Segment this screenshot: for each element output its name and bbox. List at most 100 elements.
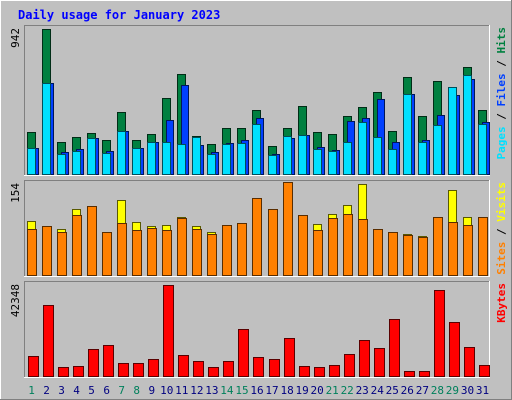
x-tick-label-day-11: 11 — [175, 384, 188, 397]
x-tick-label-day-13: 13 — [205, 384, 218, 397]
panel-bottom-side-legend: KBytes — [495, 283, 508, 323]
x-tick-label-day-21: 21 — [326, 384, 339, 397]
bar-sites-day-27 — [418, 237, 428, 276]
bar-sites-day-15 — [237, 223, 247, 276]
bar-pages-day-1 — [27, 148, 36, 175]
bar-pages-day-6 — [102, 153, 111, 175]
panel-bottom-ymax-label: 42348 — [9, 284, 22, 317]
x-tick-label-day-12: 12 — [190, 384, 203, 397]
bar-sites-day-26 — [403, 235, 413, 276]
bar-sites-day-29 — [448, 222, 458, 276]
panel-top: 942 Pages / Files / Hits — [9, 25, 508, 176]
bar-kbytes-day-5 — [88, 349, 99, 377]
bar-sites-day-5 — [87, 206, 97, 276]
bar-pages-day-24 — [373, 137, 382, 175]
bar-kbytes-day-21 — [329, 365, 340, 377]
bar-sites-day-11 — [177, 218, 187, 276]
legend-hits: Hits — [495, 27, 508, 54]
bar-sites-day-13 — [207, 234, 217, 276]
bar-kbytes-day-7 — [118, 363, 129, 377]
bar-sites-day-21 — [328, 218, 338, 276]
bar-pages-day-27 — [418, 142, 427, 175]
bar-pages-day-12 — [192, 137, 201, 175]
x-tick-label-day-24: 24 — [371, 384, 385, 397]
bar-sites-day-4 — [72, 215, 82, 276]
chart-panels: 942 Pages / Files / Hits 154 Sites / Visits… — [9, 25, 508, 378]
x-tick-label-day-2: 2 — [43, 384, 50, 397]
bar-pages-day-5 — [87, 138, 96, 175]
bar-pages-day-2 — [42, 83, 51, 175]
bar-pages-day-7 — [117, 131, 126, 175]
x-tick-label-day-31: 31 — [476, 384, 489, 397]
x-tick-label-day-29: 29 — [446, 384, 459, 397]
legend-sites: Sites — [495, 242, 508, 275]
legend-separator: / — [495, 54, 508, 74]
bar-sites-day-25 — [388, 232, 398, 276]
bar-sites-day-18 — [283, 182, 293, 276]
bar-pages-day-18 — [283, 136, 292, 175]
bar-kbytes-day-18 — [284, 338, 295, 377]
panel-bottom: 42348 KBytes — [9, 281, 508, 378]
bar-kbytes-day-26 — [404, 371, 415, 377]
bar-kbytes-day-16 — [253, 357, 264, 377]
series-pages — [27, 75, 487, 175]
bar-sites-day-10 — [162, 230, 172, 276]
x-tick-label-day-14: 14 — [220, 384, 234, 397]
bar-pages-day-3 — [57, 154, 66, 175]
bar-kbytes-day-20 — [314, 367, 325, 377]
panel-top-ymax-label: 942 — [9, 28, 22, 48]
x-tick-label-day-30: 30 — [461, 384, 474, 397]
bar-pages-day-29 — [448, 87, 457, 175]
legend-pages: Pages — [495, 126, 508, 159]
panel-middle: 154 Sites / Visits — [9, 180, 508, 277]
x-tick-label-day-19: 19 — [295, 384, 308, 397]
legend-files: Files — [495, 73, 508, 106]
bar-sites-day-2 — [42, 226, 52, 276]
bar-kbytes-day-13 — [208, 367, 219, 377]
bar-kbytes-day-14 — [223, 361, 234, 377]
x-tick-label-day-4: 4 — [73, 384, 80, 397]
bar-kbytes-day-3 — [58, 367, 69, 377]
bar-pages-day-19 — [298, 135, 307, 175]
bar-pages-day-14 — [222, 144, 231, 175]
bar-pages-day-30 — [463, 75, 472, 175]
panel-middle-ymax-label: 154 — [9, 183, 22, 203]
series-sites — [27, 182, 488, 276]
x-tick-label-day-23: 23 — [356, 384, 369, 397]
bar-kbytes-day-11 — [178, 355, 189, 377]
x-tick-label-day-8: 8 — [133, 384, 140, 397]
legend-kbytes: KBytes — [495, 283, 508, 323]
bar-kbytes-day-6 — [103, 345, 114, 377]
bar-kbytes-day-24 — [374, 348, 385, 377]
bar-sites-day-24 — [373, 229, 383, 276]
bar-sites-day-1 — [27, 229, 37, 276]
bar-pages-day-21 — [328, 151, 337, 175]
series-kbytes — [28, 285, 490, 377]
x-tick-label-day-9: 9 — [148, 384, 155, 397]
bar-pages-day-10 — [162, 142, 171, 175]
bar-pages-day-31 — [478, 124, 487, 175]
bar-sites-day-6 — [102, 232, 112, 276]
bar-sites-day-30 — [463, 225, 473, 276]
bar-kbytes-day-2 — [43, 305, 54, 377]
bar-kbytes-day-15 — [238, 329, 249, 377]
legend-separator: / — [495, 222, 508, 242]
bar-kbytes-day-23 — [359, 340, 370, 377]
bar-kbytes-day-9 — [148, 359, 159, 377]
bar-pages-day-9 — [147, 142, 156, 175]
x-tick-label-day-1: 1 — [28, 384, 35, 397]
bar-pages-day-28 — [433, 125, 442, 175]
bar-pages-day-20 — [313, 149, 322, 175]
bar-pages-day-4 — [72, 151, 81, 175]
bar-sites-day-23 — [358, 219, 368, 276]
bar-sites-day-14 — [222, 225, 232, 276]
chart-title: Daily usage for January 2023 — [18, 8, 220, 22]
bar-kbytes-day-4 — [73, 366, 84, 377]
bar-kbytes-day-10 — [163, 285, 174, 377]
bar-sites-day-19 — [298, 215, 308, 276]
bar-pages-day-11 — [177, 144, 186, 175]
bar-sites-day-7 — [117, 223, 127, 276]
bar-pages-day-15 — [237, 143, 246, 175]
bar-pages-day-8 — [132, 148, 141, 175]
